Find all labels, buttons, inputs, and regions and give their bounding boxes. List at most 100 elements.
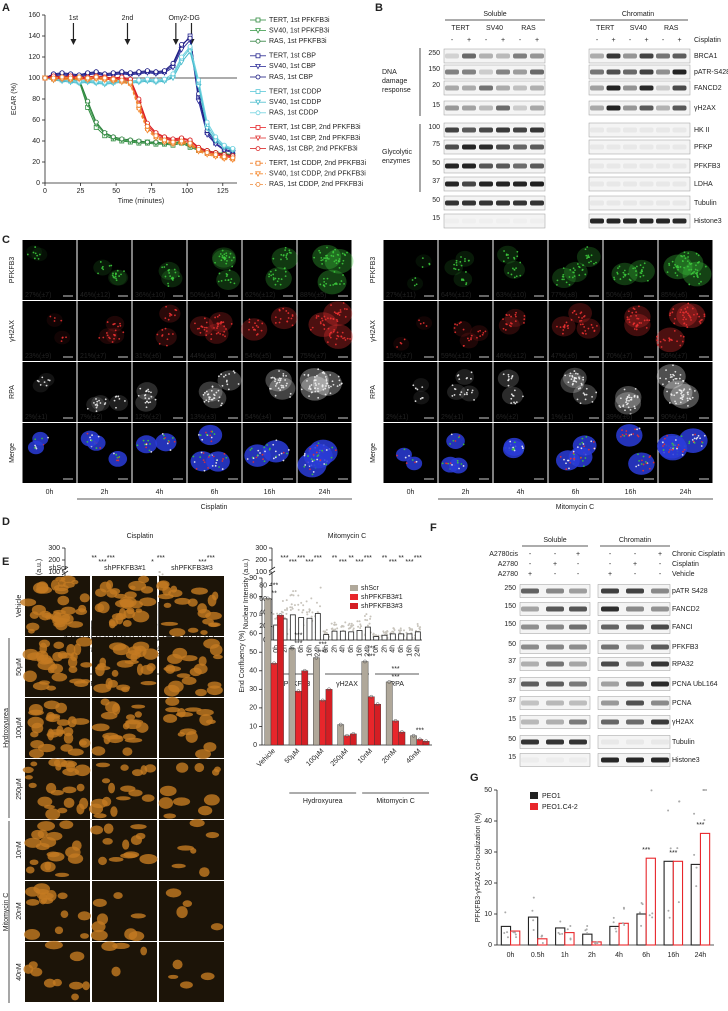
- band: [546, 607, 564, 612]
- lane-sign: -: [629, 37, 632, 44]
- focus: [324, 285, 326, 287]
- focus: [666, 391, 668, 393]
- focus: [593, 263, 595, 265]
- focus: [330, 392, 332, 394]
- focus: [147, 440, 149, 442]
- focus: [285, 256, 287, 258]
- focus: [226, 383, 228, 385]
- section-label: enzymes: [382, 158, 411, 165]
- x-tick-label: 2h: [588, 952, 596, 959]
- focus: [65, 336, 67, 338]
- band: [651, 589, 669, 594]
- mw-marker: 37: [508, 678, 516, 685]
- percentage: 62%(±12): [245, 292, 275, 299]
- legend-label: RAS, 1st CBP: [269, 74, 313, 81]
- focus: [683, 323, 685, 325]
- cell-dot: [290, 609, 292, 611]
- bar: [399, 732, 405, 745]
- focus: [470, 378, 472, 380]
- row-label: PFKFB3: [9, 257, 16, 284]
- focus: [192, 456, 194, 458]
- focus: [458, 378, 460, 380]
- panel-label: C: [2, 234, 10, 246]
- focus: [681, 435, 683, 437]
- focus: [467, 389, 469, 391]
- colony: [161, 622, 178, 626]
- marker: [145, 140, 149, 144]
- replicate: [515, 936, 517, 938]
- focus: [49, 316, 51, 318]
- x-tick-label: Vehicle: [256, 748, 277, 769]
- focus: [272, 258, 274, 260]
- focus: [264, 460, 266, 462]
- colony: [77, 784, 85, 792]
- focus: [114, 400, 116, 402]
- focus: [588, 449, 590, 451]
- percentage: 44%(±8): [190, 353, 216, 360]
- focus: [624, 270, 626, 272]
- focus: [338, 261, 340, 263]
- y-tick-label: 40: [249, 668, 257, 675]
- focus: [249, 318, 251, 320]
- marker: [188, 141, 192, 145]
- focus: [687, 394, 689, 396]
- focus: [671, 394, 673, 396]
- colony: [176, 763, 188, 773]
- band-label: Histone3: [694, 218, 722, 225]
- focus: [316, 459, 318, 461]
- focus: [115, 276, 117, 278]
- significance: ***: [669, 850, 677, 857]
- bar: [646, 858, 655, 945]
- band-label: HK II: [694, 127, 710, 134]
- focus: [96, 407, 98, 409]
- focus: [669, 449, 671, 451]
- focus: [149, 449, 151, 451]
- band: [651, 758, 669, 763]
- focus: [688, 284, 690, 286]
- focus: [309, 468, 311, 470]
- marker: [154, 78, 158, 82]
- colony: [68, 656, 77, 667]
- cell-dot: [162, 573, 164, 575]
- marker: [256, 18, 260, 22]
- mw-marker: 50: [432, 160, 440, 167]
- significance: ***: [270, 582, 278, 589]
- focus: [586, 246, 588, 248]
- colony: [147, 663, 156, 671]
- cell-dot: [289, 606, 291, 608]
- focus: [696, 253, 698, 255]
- time-label: 2h: [101, 489, 109, 496]
- focus: [623, 276, 625, 278]
- band: [513, 201, 527, 206]
- percentage: 27%(±7): [25, 292, 51, 299]
- focus: [27, 254, 29, 256]
- bar: [338, 725, 344, 745]
- band: [656, 70, 670, 75]
- marker: [86, 99, 90, 103]
- replicate: [515, 933, 517, 935]
- band: [651, 662, 669, 667]
- colony: [80, 933, 89, 939]
- focus: [464, 258, 466, 260]
- focus: [322, 385, 324, 387]
- focus: [325, 283, 327, 285]
- row-group-label: Mitomycin C: [3, 893, 10, 932]
- focus: [479, 330, 481, 332]
- focus: [337, 385, 339, 387]
- band-label: PFKFB3: [694, 163, 721, 170]
- significance: ***: [642, 847, 650, 854]
- focus: [582, 323, 584, 325]
- band: [496, 70, 510, 75]
- x-tick-label: 100µM: [305, 748, 325, 768]
- focus: [342, 274, 344, 276]
- colony: [79, 740, 87, 745]
- band: [546, 701, 564, 706]
- percentage: 59%(±12): [441, 353, 471, 360]
- focus: [454, 327, 456, 329]
- focus: [503, 260, 505, 262]
- band: [601, 701, 619, 706]
- focus: [573, 451, 575, 453]
- focus: [279, 322, 281, 324]
- cell-dot: [306, 600, 308, 602]
- focus: [146, 443, 148, 445]
